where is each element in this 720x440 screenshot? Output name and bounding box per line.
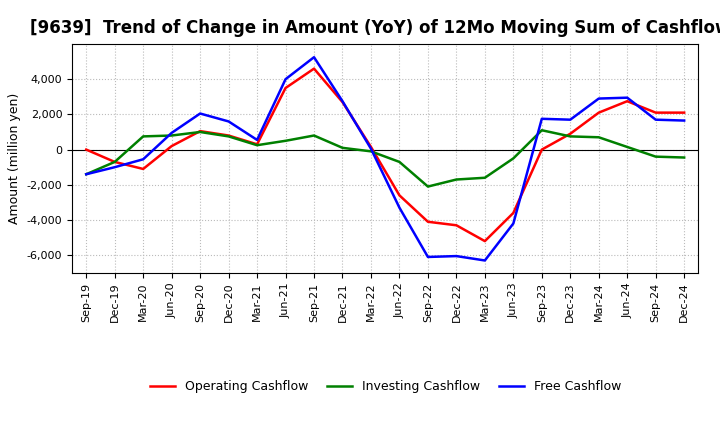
Free Cashflow: [623, 95, 631, 100]
Operating Cashflow: [680, 110, 688, 115]
Free Cashflow: [82, 172, 91, 177]
Free Cashflow: [110, 165, 119, 170]
Investing Cashflow: [110, 159, 119, 165]
Operating Cashflow: [566, 131, 575, 136]
Free Cashflow: [595, 96, 603, 101]
Free Cashflow: [395, 205, 404, 210]
Investing Cashflow: [509, 156, 518, 161]
Investing Cashflow: [680, 155, 688, 160]
Operating Cashflow: [139, 166, 148, 172]
Operating Cashflow: [423, 219, 432, 224]
Operating Cashflow: [509, 210, 518, 216]
Investing Cashflow: [253, 143, 261, 148]
Operating Cashflow: [196, 128, 204, 134]
Operating Cashflow: [167, 143, 176, 149]
Investing Cashflow: [310, 133, 318, 138]
Free Cashflow: [338, 99, 347, 104]
Free Cashflow: [566, 117, 575, 122]
Investing Cashflow: [167, 133, 176, 138]
Free Cashflow: [196, 111, 204, 116]
Investing Cashflow: [652, 154, 660, 159]
Investing Cashflow: [282, 138, 290, 143]
Operating Cashflow: [623, 99, 631, 104]
Investing Cashflow: [480, 175, 489, 180]
Free Cashflow: [167, 130, 176, 136]
Operating Cashflow: [595, 110, 603, 115]
Line: Free Cashflow: Free Cashflow: [86, 57, 684, 260]
Free Cashflow: [452, 253, 461, 259]
Free Cashflow: [537, 116, 546, 121]
Free Cashflow: [680, 118, 688, 123]
Operating Cashflow: [452, 223, 461, 228]
Free Cashflow: [282, 77, 290, 82]
Investing Cashflow: [139, 134, 148, 139]
Free Cashflow: [139, 157, 148, 162]
Operating Cashflow: [310, 66, 318, 71]
Title: [9639]  Trend of Change in Amount (YoY) of 12Mo Moving Sum of Cashflows: [9639] Trend of Change in Amount (YoY) o…: [30, 19, 720, 37]
Investing Cashflow: [537, 128, 546, 133]
Legend: Operating Cashflow, Investing Cashflow, Free Cashflow: Operating Cashflow, Investing Cashflow, …: [145, 375, 626, 398]
Free Cashflow: [366, 146, 375, 151]
Investing Cashflow: [566, 134, 575, 139]
Operating Cashflow: [480, 238, 489, 244]
Operating Cashflow: [282, 85, 290, 91]
Free Cashflow: [310, 55, 318, 60]
Operating Cashflow: [395, 193, 404, 198]
Free Cashflow: [253, 137, 261, 143]
Line: Investing Cashflow: Investing Cashflow: [86, 130, 684, 187]
Investing Cashflow: [423, 184, 432, 189]
Operating Cashflow: [225, 133, 233, 138]
Operating Cashflow: [110, 159, 119, 165]
Operating Cashflow: [537, 147, 546, 152]
Investing Cashflow: [196, 129, 204, 135]
Free Cashflow: [225, 119, 233, 124]
Investing Cashflow: [595, 135, 603, 140]
Operating Cashflow: [652, 110, 660, 115]
Operating Cashflow: [366, 144, 375, 150]
Investing Cashflow: [366, 149, 375, 154]
Free Cashflow: [652, 117, 660, 122]
Investing Cashflow: [82, 172, 91, 177]
Free Cashflow: [423, 254, 432, 260]
Operating Cashflow: [82, 147, 91, 152]
Investing Cashflow: [225, 134, 233, 139]
Y-axis label: Amount (million yen): Amount (million yen): [8, 93, 21, 224]
Investing Cashflow: [338, 145, 347, 150]
Operating Cashflow: [338, 99, 347, 105]
Investing Cashflow: [452, 177, 461, 182]
Operating Cashflow: [253, 142, 261, 147]
Free Cashflow: [509, 221, 518, 226]
Free Cashflow: [480, 258, 489, 263]
Investing Cashflow: [395, 159, 404, 165]
Investing Cashflow: [623, 144, 631, 150]
Line: Operating Cashflow: Operating Cashflow: [86, 69, 684, 241]
